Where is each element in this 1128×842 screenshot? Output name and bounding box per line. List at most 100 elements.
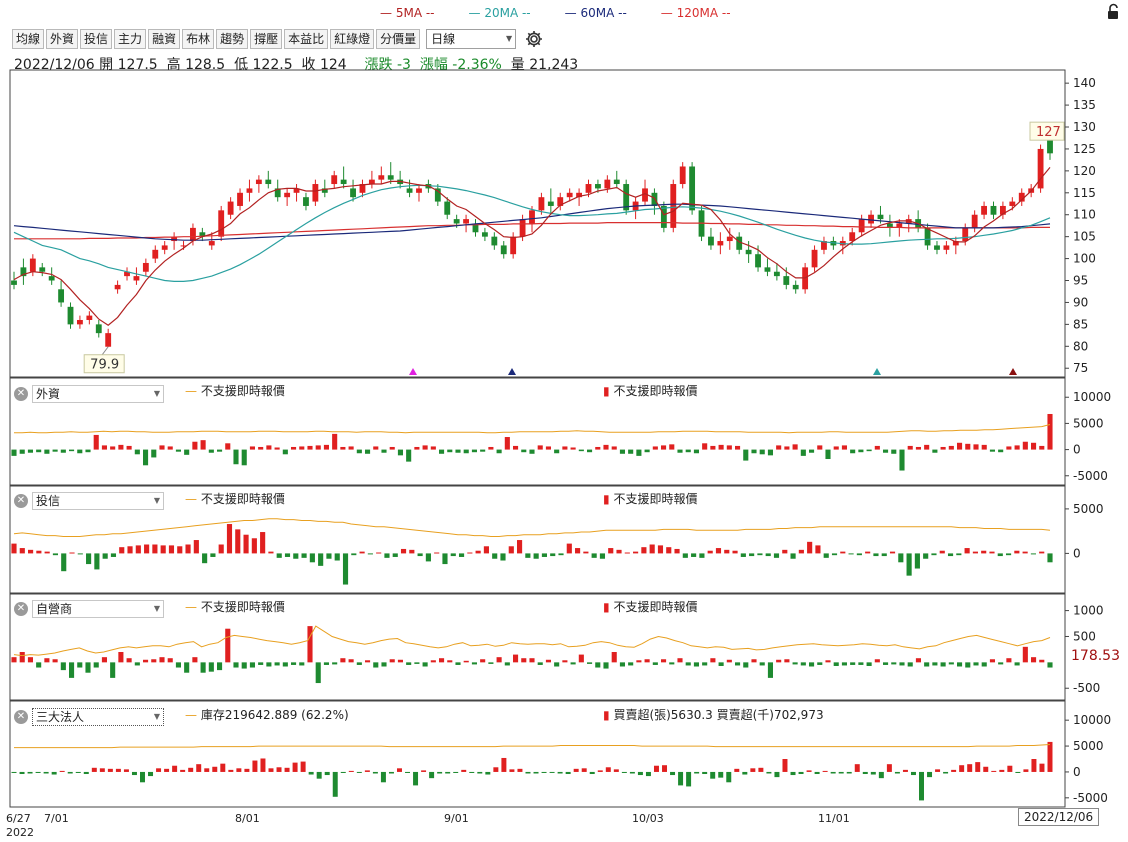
flow-bar bbox=[975, 762, 981, 772]
holding-line bbox=[13, 518, 1051, 537]
close-panel-icon[interactable]: ✕ bbox=[14, 710, 28, 724]
sub-panel-frame bbox=[9, 593, 1066, 701]
flow-bar bbox=[318, 553, 324, 566]
flow-bar bbox=[381, 449, 387, 453]
close-panel-icon[interactable]: ✕ bbox=[14, 602, 28, 616]
y-tick-label: 0 bbox=[1073, 443, 1081, 457]
candle-body bbox=[547, 201, 554, 206]
flow-bar bbox=[134, 449, 140, 455]
close-panel-icon[interactable]: ✕ bbox=[14, 494, 28, 508]
flow-bar bbox=[682, 553, 688, 558]
flow-bar bbox=[236, 768, 242, 772]
flow-bar bbox=[455, 662, 461, 665]
candle-body bbox=[736, 236, 743, 250]
flow-bar bbox=[11, 771, 17, 773]
period-select[interactable]: 日線 ▼ bbox=[426, 29, 517, 49]
chevron-down-icon: ▼ bbox=[153, 389, 160, 398]
cursor-date-tag: 2022/12/06 bbox=[1018, 808, 1100, 826]
flow-bar bbox=[998, 449, 1004, 453]
flow-bar bbox=[814, 771, 820, 775]
flow-bar bbox=[36, 662, 42, 668]
flow-bar bbox=[1039, 659, 1045, 663]
flow-bar bbox=[93, 662, 99, 668]
flow-bar bbox=[1014, 662, 1020, 666]
flow-bar bbox=[782, 759, 788, 772]
panel-select-trust[interactable]: 投信 ▼ bbox=[32, 492, 164, 510]
y-tick-label: -500 bbox=[1073, 681, 1100, 695]
flow-bar bbox=[392, 553, 398, 557]
flow-bar bbox=[652, 446, 658, 450]
toolbar-btn-margin[interactable]: 融資 bbox=[148, 29, 181, 49]
candle-body bbox=[491, 236, 498, 246]
flow-bar bbox=[889, 551, 896, 554]
flow-bar bbox=[817, 662, 823, 665]
toolbar-btn-pe[interactable]: 本益比 bbox=[284, 29, 329, 49]
toolbar-btn-trust[interactable]: 投信 bbox=[80, 29, 113, 49]
flow-bar bbox=[225, 628, 231, 663]
flow-bar bbox=[792, 444, 798, 450]
flow-bar bbox=[915, 658, 921, 663]
flow-bar bbox=[1023, 769, 1029, 772]
unlock-icon[interactable] bbox=[1106, 3, 1122, 21]
panel-select-foreign[interactable]: 外資 ▼ bbox=[32, 385, 164, 403]
flow-bar bbox=[838, 771, 844, 774]
flow-bar bbox=[800, 662, 806, 666]
flow-bar bbox=[702, 443, 708, 450]
flow-bar bbox=[315, 445, 321, 450]
panel-select-total[interactable]: 三大法人 ▼ bbox=[32, 708, 164, 726]
flow-bar bbox=[249, 662, 255, 668]
candle-body bbox=[1018, 192, 1025, 202]
candle-body bbox=[284, 192, 291, 198]
flow-bar bbox=[1014, 445, 1020, 450]
flow-bar bbox=[480, 659, 486, 663]
flow-bar bbox=[685, 662, 691, 666]
toolbar-btn-main-force[interactable]: 主力 bbox=[114, 29, 147, 49]
candle-body bbox=[114, 284, 121, 290]
flow-bar bbox=[605, 767, 611, 772]
candle-body bbox=[434, 188, 441, 202]
y-tick-label: 110 bbox=[1073, 208, 1096, 222]
flow-bar bbox=[854, 764, 860, 772]
flow-bar bbox=[453, 771, 459, 773]
gear-icon[interactable] bbox=[524, 29, 544, 49]
toolbar-btn-price-volume[interactable]: 分價量 bbox=[376, 29, 421, 49]
flow-bar bbox=[850, 662, 856, 665]
toolbar-btn-ma[interactable]: 均線 bbox=[12, 29, 45, 49]
flow-bar bbox=[126, 658, 132, 663]
toolbar-btn-bollinger[interactable]: 布林 bbox=[182, 29, 215, 49]
flow-bar bbox=[496, 449, 502, 454]
flow-bar bbox=[742, 771, 748, 775]
candle-body bbox=[981, 205, 987, 215]
toolbar-btn-support[interactable]: 撐壓 bbox=[250, 29, 283, 49]
flow-bar bbox=[825, 660, 831, 663]
toolbar-btn-foreign[interactable]: 外資 bbox=[46, 29, 79, 49]
flow-bar bbox=[59, 770, 65, 772]
flow-bar bbox=[1031, 657, 1037, 663]
flow-bar bbox=[131, 771, 137, 776]
flow-bar bbox=[653, 765, 659, 772]
flow-bar bbox=[919, 771, 924, 801]
flow-bar bbox=[485, 771, 491, 775]
candle-body bbox=[604, 179, 611, 189]
flow-bar bbox=[425, 553, 431, 562]
candle-body bbox=[717, 241, 724, 246]
flow-bar bbox=[43, 771, 49, 774]
toolbar-btn-traffic[interactable]: 紅綠燈 bbox=[330, 29, 375, 49]
flow-bar bbox=[274, 447, 280, 450]
flow-bar bbox=[997, 553, 1003, 557]
sub-panel-frame bbox=[9, 377, 1066, 486]
toolbar-btn-trend[interactable]: 趨勢 bbox=[216, 29, 249, 49]
flow-bar bbox=[414, 662, 420, 664]
candle-body bbox=[48, 276, 55, 281]
panel-select-dealer[interactable]: 自營商 ▼ bbox=[32, 600, 164, 618]
sub-panel-frame bbox=[9, 700, 1066, 808]
flow-bar bbox=[235, 529, 241, 554]
close-panel-icon[interactable]: ✕ bbox=[14, 387, 28, 401]
flow-bar bbox=[726, 659, 732, 663]
flow-bar bbox=[243, 534, 249, 554]
flow-bar bbox=[422, 662, 428, 667]
candle-body bbox=[999, 205, 1006, 215]
flow-bar bbox=[1015, 771, 1021, 773]
flow-bar bbox=[140, 771, 145, 783]
